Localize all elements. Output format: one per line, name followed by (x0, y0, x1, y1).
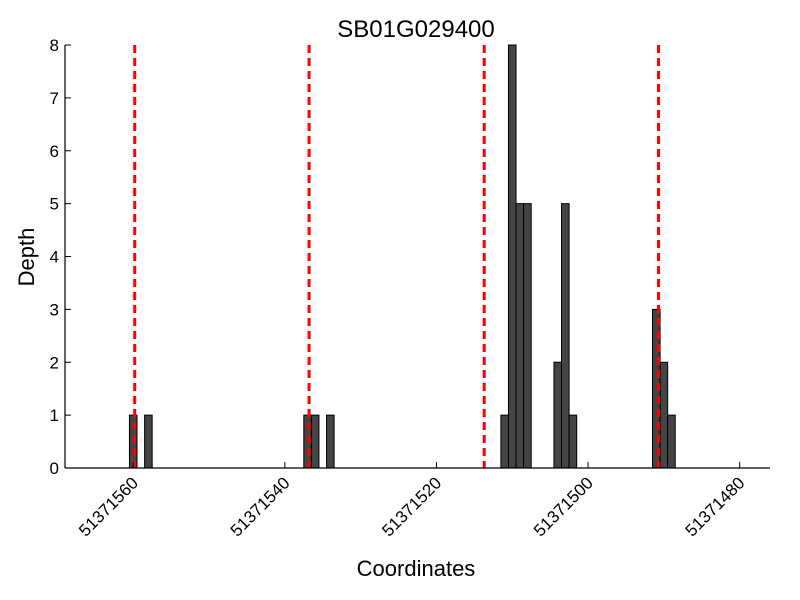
bar-4 (326, 414, 335, 469)
x-tick-label-0: 51371560 (75, 473, 142, 540)
x-tick-label-2: 51371520 (378, 473, 445, 540)
bar-1 (144, 414, 153, 469)
bar-8 (523, 203, 532, 469)
bar-11 (568, 414, 578, 469)
bar-9 (553, 361, 563, 469)
bars-layer (128, 44, 676, 469)
y-tick-label-4: 4 (50, 248, 59, 267)
y-tick-label-0: 0 (50, 459, 59, 478)
chart-title: SB01G029400 (337, 16, 494, 43)
y-axis-title: Depth (14, 228, 39, 287)
bar-7 (515, 203, 525, 469)
bar-6 (507, 44, 517, 469)
x-tick-label-3: 51371500 (530, 473, 597, 540)
bar-10 (561, 203, 570, 469)
x-axis-title: Coordinates (357, 556, 476, 581)
y-tick-label-1: 1 (50, 406, 59, 425)
x-tick-label-4: 51371480 (682, 473, 749, 540)
bar-14 (667, 414, 676, 469)
y-tick-label-8: 8 (50, 36, 59, 55)
bar-5 (500, 414, 509, 469)
y-tick-label-7: 7 (50, 89, 59, 108)
y-tick-label-2: 2 (50, 353, 59, 372)
y-tick-label-6: 6 (50, 142, 59, 161)
y-tick-label-3: 3 (50, 300, 59, 319)
vlines-layer (133, 45, 661, 468)
bar-3 (310, 414, 320, 469)
y-tick-label-5: 5 (50, 195, 59, 214)
bar-13 (659, 361, 669, 469)
x-tick-label-1: 51371540 (227, 473, 294, 540)
